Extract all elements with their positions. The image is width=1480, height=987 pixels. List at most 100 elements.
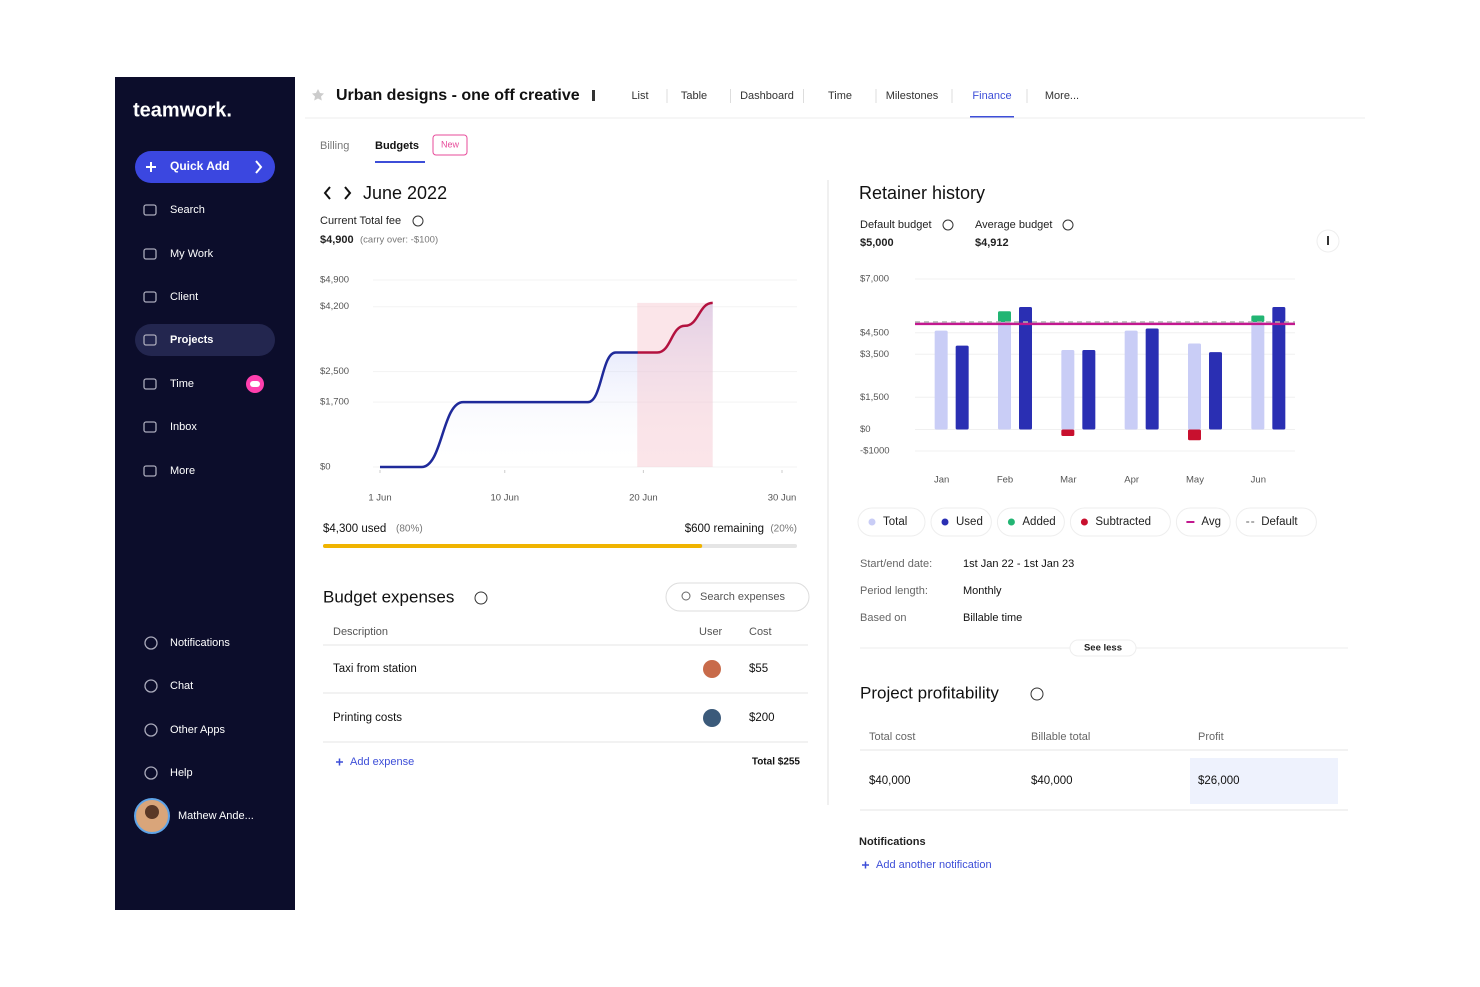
section-title: Notifications [859,836,926,848]
legend-label[interactable]: Default [1261,516,1298,528]
legend-label[interactable]: Subtracted [1095,516,1151,528]
nav-item[interactable]: Inbox [170,421,197,433]
chevron-icon [255,160,263,174]
x-tick-label: May [1186,475,1204,486]
nav-icon [143,334,157,346]
info-icon [1030,687,1044,701]
legend-item[interactable] [1235,507,1317,537]
tab[interactable]: Table [681,90,707,102]
progress-fill [323,544,703,548]
tab[interactable]: List [631,90,648,102]
badge-text: New [441,139,460,149]
nav-icon [144,723,158,737]
legend-item[interactable] [930,507,992,537]
y-tick-label: $1,500 [860,392,889,403]
plus-icon [336,758,343,766]
nav-icon [143,291,157,303]
legend-label[interactable]: Total [883,516,907,528]
column-header: Total cost [869,731,915,743]
detail-label: Start/end date: [860,558,932,570]
legend-item[interactable] [1069,507,1171,537]
cell: $40,000 [1031,775,1073,787]
bar [998,322,1011,430]
add-link[interactable]: Add another notification [876,859,992,871]
subtab[interactable]: Billing [320,140,349,152]
info-icon [1062,219,1074,231]
bar [934,330,948,430]
bar [998,311,1011,322]
x-tick-label: 30 Jun [768,493,797,504]
x-tick-label: 10 Jun [490,493,519,504]
profit-highlight [1190,758,1338,804]
column-header: Description [333,626,388,638]
subtab[interactable]: Budgets [375,140,419,152]
user-avatar [703,660,721,678]
nav-item[interactable]: Other Apps [170,724,226,736]
cell: Printing costs [333,712,402,724]
search-box[interactable] [665,582,810,612]
legend-item[interactable] [857,507,926,537]
legend-item[interactable] [996,507,1065,537]
tab[interactable]: Dashboard [740,90,794,102]
bar [1251,315,1265,322]
nav-item[interactable]: Client [170,291,198,303]
nav-item[interactable]: Notifications [170,637,230,649]
tab[interactable]: Milestones [886,90,939,102]
legend-label[interactable]: Used [956,516,983,528]
line-area [380,302,713,467]
quick-add-button[interactable] [135,151,275,183]
detail-label: Period length: [860,585,928,597]
kebab [592,90,595,101]
nav-item[interactable]: Search [170,204,205,216]
nav-icon [144,766,158,780]
label[interactable]: Quick Add [170,159,230,173]
bar [1082,349,1096,430]
stat-value: $4,912 [975,237,1009,249]
nav-icon [143,465,157,477]
tab[interactable]: Time [828,90,852,102]
column-header: Profit [1198,731,1224,743]
used-pct: (80%) [396,524,423,535]
y-tick-label: $7,000 [860,274,889,285]
search-placeholder[interactable]: Search expenses [700,591,785,603]
user-name[interactable]: Mathew Ande... [178,810,254,822]
legend-label[interactable]: Avg [1201,516,1221,528]
y-tick-label: $0 [860,424,871,435]
nav-item[interactable]: My Work [170,248,214,260]
see-less-button[interactable] [1069,639,1137,657]
prev-icon[interactable] [323,186,352,200]
nav-item[interactable]: Projects [170,334,213,346]
nav-active [135,324,275,356]
legend-item[interactable] [1175,507,1231,537]
info-icon [474,591,488,605]
used: $4,300 used [323,523,386,535]
remaining-pct: (20%) [770,524,797,535]
legend-label[interactable]: Added [1022,516,1055,528]
tab[interactable]: More... [1045,90,1079,102]
add-link[interactable]: Add expense [350,756,414,768]
nav-item[interactable]: Chat [170,680,193,692]
kebab [1327,236,1329,245]
total: Total $255 [752,757,801,768]
y-tick-label: $3,500 [860,349,889,360]
avatar-head [145,805,159,819]
info-icon [412,215,424,227]
nav-icon [143,248,157,260]
bar [955,345,969,430]
column-header: Billable total [1031,731,1090,743]
tab-underline [970,116,1014,118]
nav-item[interactable]: Time [170,378,194,390]
section-title: Retainer history [859,183,985,203]
project-title: Urban designs - one off creative [336,87,580,104]
tab[interactable]: Finance [972,90,1011,102]
bar [1251,322,1265,430]
see-less[interactable]: See less [1084,643,1122,654]
x-tick-label: 1 Jun [368,493,391,504]
plus-icon [146,162,156,172]
remaining: $600 remaining [685,523,764,535]
info-icon [942,219,954,231]
y-tick-label: $1,700 [320,397,349,408]
nav-item[interactable]: More [170,465,195,477]
nav-item[interactable]: Help [170,767,193,779]
nav-icon [143,378,157,390]
